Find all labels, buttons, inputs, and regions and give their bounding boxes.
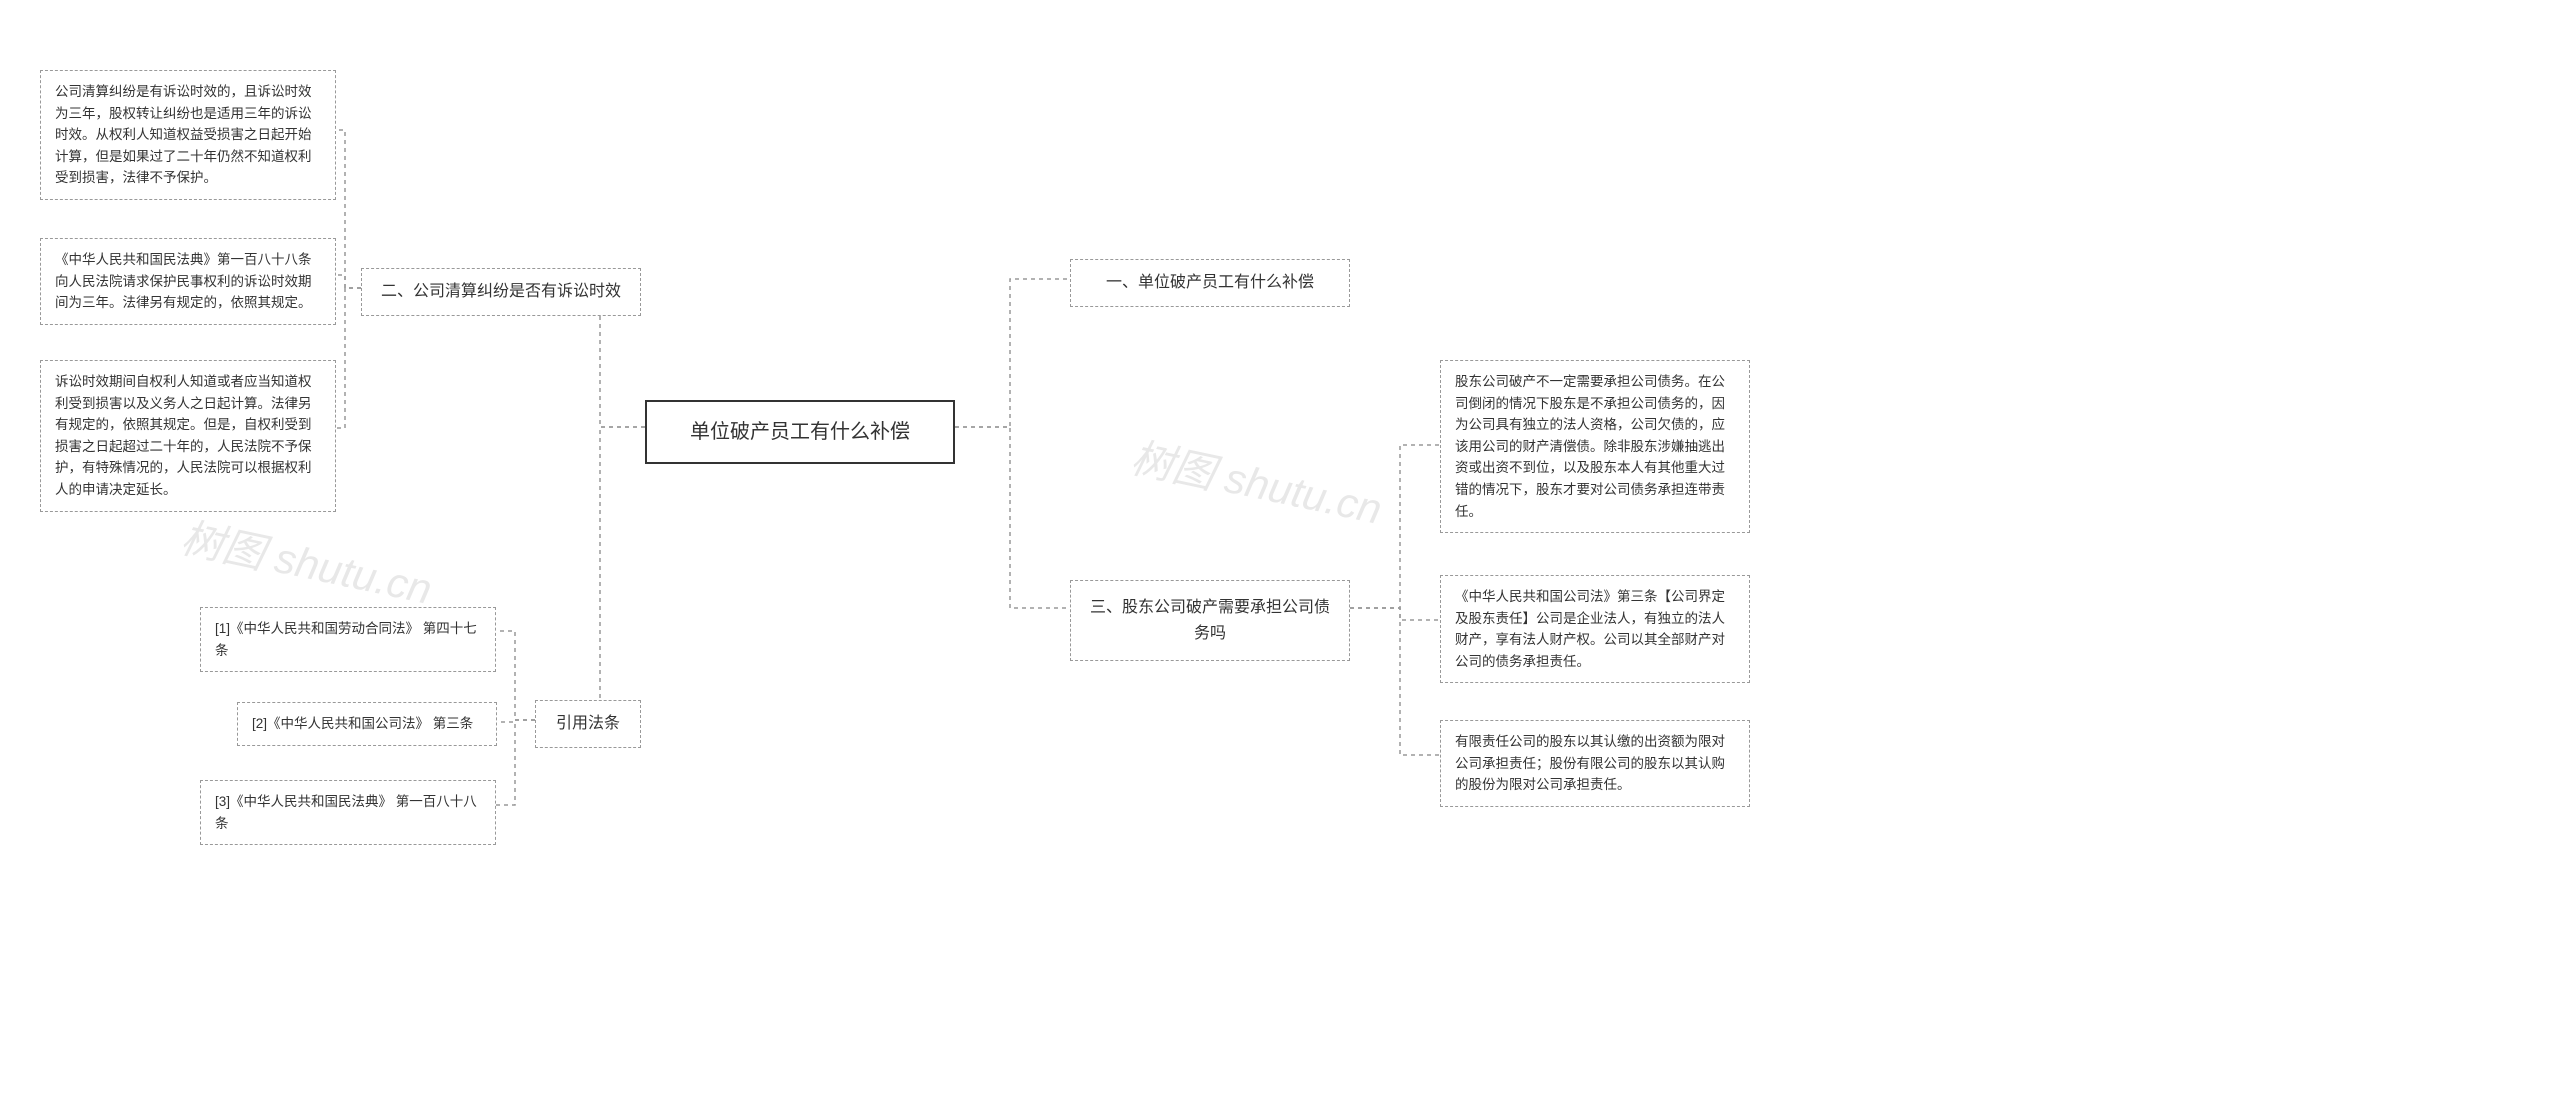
branch-3: 三、股东公司破产需要承担公司债务吗 xyxy=(1070,580,1350,661)
branch-1: 一、单位破产员工有什么补偿 xyxy=(1070,259,1350,307)
branch-ref-leaf-2: [3]《中华人民共和国民法典》 第一百八十八条 xyxy=(200,780,496,845)
branch-2-leaf-2: 诉讼时效期间自权利人知道或者应当知道权利受到损害以及义务人之日起计算。法律另有规… xyxy=(40,360,336,512)
center-node: 单位破产员工有什么补偿 xyxy=(645,400,955,464)
branch-2-leaf-1: 《中华人民共和国民法典》第一百八十八条向人民法院请求保护民事权利的诉讼时效期间为… xyxy=(40,238,336,325)
branch-3-leaf-1: 《中华人民共和国公司法》第三条【公司界定及股东责任】公司是企业法人，有独立的法人… xyxy=(1440,575,1750,683)
branch-3-leaf-2: 有限责任公司的股东以其认缴的出资额为限对公司承担责任；股份有限公司的股东以其认购… xyxy=(1440,720,1750,807)
branch-ref: 引用法条 xyxy=(535,700,641,748)
connectors xyxy=(0,0,2560,1097)
branch-2-leaf-0: 公司清算纠纷是有诉讼时效的，且诉讼时效为三年，股权转让纠纷也是适用三年的诉讼时效… xyxy=(40,70,336,200)
branch-2: 二、公司清算纠纷是否有诉讼时效 xyxy=(361,268,641,316)
watermark: 树图 shutu.cn xyxy=(176,504,438,617)
branch-ref-leaf-1: [2]《中华人民共和国公司法》 第三条 xyxy=(237,702,497,746)
branch-ref-leaf-0: [1]《中华人民共和国劳动合同法》 第四十七条 xyxy=(200,607,496,672)
branch-3-leaf-0: 股东公司破产不一定需要承担公司债务。在公司倒闭的情况下股东是不承担公司债务的，因… xyxy=(1440,360,1750,533)
watermark: 树图 shutu.cn xyxy=(1126,424,1388,537)
